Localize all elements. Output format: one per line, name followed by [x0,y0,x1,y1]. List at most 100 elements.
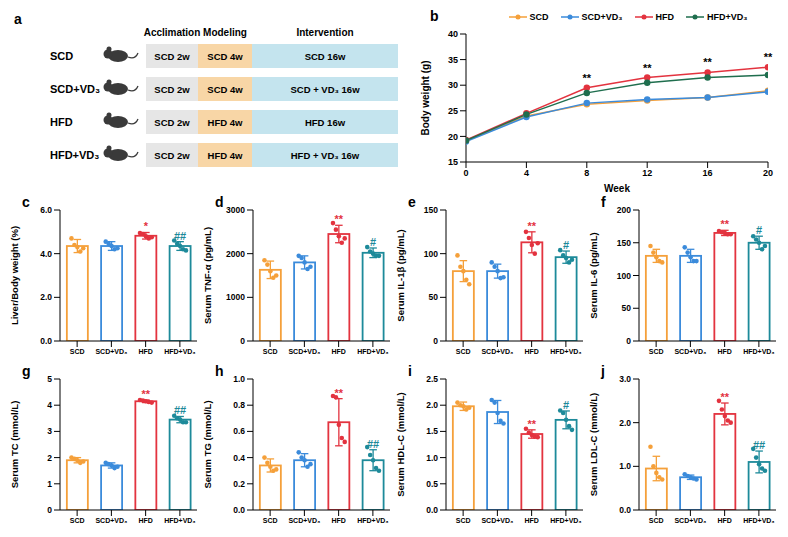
svg-text:HFD+VD₃: HFD+VD₃ [357,348,388,355]
svg-text:SCD+VD₃: SCD+VD₃ [50,83,100,95]
svg-text:HFD 16w: HFD 16w [305,117,346,128]
svg-text:50: 50 [622,303,632,313]
svg-text:SCD + VD₃ 16w: SCD + VD₃ 16w [290,84,360,95]
svg-text:SCD 2w: SCD 2w [154,117,190,128]
svg-text:2.0: 2.0 [40,292,52,302]
svg-text:1.0: 1.0 [426,453,438,463]
svg-text:HFD: HFD [50,116,73,128]
svg-text:4: 4 [524,168,529,178]
svg-text:4.0: 4.0 [40,249,52,259]
svg-text:100: 100 [424,249,438,259]
svg-text:HFD+VD₃: HFD+VD₃ [357,517,388,524]
svg-text:2.0: 2.0 [426,400,438,410]
svg-text:SCD: SCD [649,517,664,524]
svg-text:SCD+VD₃: SCD+VD₃ [674,517,706,524]
svg-text:2000: 2000 [226,249,245,259]
svg-text:#: # [370,236,376,248]
svg-text:1: 1 [47,479,52,489]
svg-text:HFD+VD₃: HFD+VD₃ [164,348,195,355]
svg-text:*: * [144,220,149,232]
svg-text:1.0: 1.0 [233,374,245,384]
svg-text:SCD+VD₃: SCD+VD₃ [95,348,127,355]
svg-text:**: ** [721,391,730,403]
svg-text:##: ## [753,439,765,451]
svg-text:SCD 2w: SCD 2w [154,84,190,95]
svg-text:0.2: 0.2 [233,479,245,489]
svg-text:Intervention: Intervention [296,27,353,38]
svg-text:1000: 1000 [226,292,245,302]
svg-text:**: ** [583,72,592,84]
svg-text:**: ** [703,56,712,68]
svg-text:25: 25 [448,106,458,116]
svg-text:SCD+VD₃: SCD+VD₃ [481,348,513,355]
svg-text:3.0: 3.0 [619,374,631,384]
svg-text:0.5: 0.5 [426,479,438,489]
svg-text:**: ** [528,418,537,430]
svg-text:Serum TG (mmol/L): Serum TG (mmol/L) [202,400,213,488]
svg-text:HFD: HFD [524,348,538,355]
svg-text:Serum TC (mmol/L): Serum TC (mmol/L) [9,401,20,489]
svg-text:#: # [756,224,762,236]
svg-text:HFD: HFD [717,348,731,355]
svg-text:2.5: 2.5 [426,374,438,384]
svg-text:SCD 2w: SCD 2w [154,51,190,62]
svg-text:**: ** [528,220,537,232]
svg-text:**: ** [643,62,652,74]
svg-text:150: 150 [424,205,438,215]
svg-text:SCD: SCD [70,348,85,355]
svg-text:0: 0 [463,168,468,178]
svg-text:5: 5 [47,374,52,384]
svg-text:Serum TNF-α (pg/mL): Serum TNF-α (pg/mL) [202,227,213,324]
svg-text:Liver/Body weight (%): Liver/Body weight (%) [9,226,20,325]
svg-text:Serum LDL-C (mmol/L): Serum LDL-C (mmol/L) [588,393,599,496]
svg-text:0: 0 [626,336,631,346]
svg-text:SCD+VD₃: SCD+VD₃ [288,517,320,524]
svg-text:#: # [563,399,569,411]
svg-text:##: ## [174,230,186,242]
svg-text:0.0: 0.0 [40,336,52,346]
svg-text:0: 0 [240,336,245,346]
svg-text:35: 35 [448,55,458,65]
svg-text:HFD 4w: HFD 4w [208,117,243,128]
svg-text:20: 20 [763,168,773,178]
svg-text:HFD + VD₃ 16w: HFD + VD₃ 16w [291,150,360,161]
svg-text:8: 8 [584,168,589,178]
svg-text:0.0: 0.0 [426,505,438,515]
svg-text:Serum IL-1β (pg/mL): Serum IL-1β (pg/mL) [395,229,406,321]
svg-text:2: 2 [47,453,52,463]
svg-text:Modeling: Modeling [203,27,247,38]
svg-text:SCD: SCD [456,348,471,355]
svg-text:HFD+VD₃: HFD+VD₃ [50,149,99,161]
svg-text:HFD+VD₃: HFD+VD₃ [550,517,581,524]
svg-text:50: 50 [429,292,439,302]
svg-text:SCD+VD₃: SCD+VD₃ [674,348,706,355]
svg-text:SCD: SCD [50,50,73,62]
svg-text:HFD: HFD [331,348,345,355]
svg-text:100: 100 [617,271,631,281]
svg-text:Week: Week [604,183,630,192]
svg-text:0.0: 0.0 [233,505,245,515]
svg-text:0.0: 0.0 [619,505,631,515]
svg-text:**: ** [764,51,773,63]
svg-text:##: ## [174,404,186,416]
svg-text:SCD: SCD [456,517,471,524]
svg-text:Serum IL-6 (pg/mL): Serum IL-6 (pg/mL) [588,232,599,319]
svg-text:2.0: 2.0 [619,418,631,428]
svg-text:SCD+VD₃: SCD+VD₃ [481,517,513,524]
svg-text:1.5: 1.5 [426,426,438,436]
svg-text:SCD: SCD [649,348,664,355]
svg-text:SCD+VD₃: SCD+VD₃ [95,517,127,524]
svg-text:15: 15 [448,157,458,167]
svg-text:##: ## [367,438,379,450]
svg-text:12: 12 [642,168,652,178]
svg-text:HFD: HFD [138,348,152,355]
svg-text:0: 0 [433,336,438,346]
svg-text:**: ** [721,218,730,230]
svg-text:20: 20 [448,132,458,142]
svg-text:HFD+VD₃: HFD+VD₃ [164,517,195,524]
svg-text:**: ** [142,388,151,400]
svg-text:150: 150 [617,238,631,248]
svg-text:HFD: HFD [524,517,538,524]
svg-text:SCD 4w: SCD 4w [207,84,243,95]
svg-text:0.6: 0.6 [233,426,245,436]
